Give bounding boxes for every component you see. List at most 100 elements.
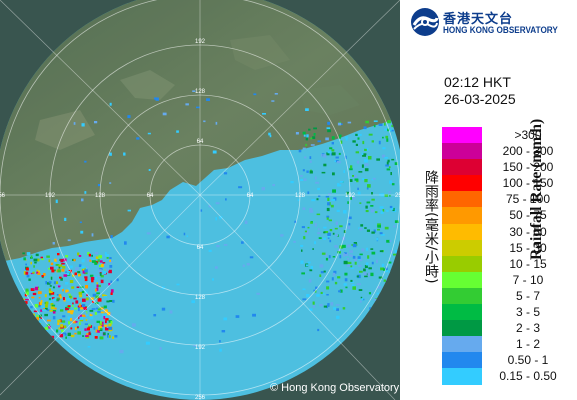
rain-echo bbox=[370, 209, 375, 213]
rain-echo bbox=[203, 120, 206, 123]
rain-echo bbox=[358, 171, 363, 173]
rain-echo bbox=[66, 330, 70, 334]
rain-echo bbox=[305, 143, 307, 147]
rain-echo bbox=[361, 164, 364, 168]
rain-echo bbox=[388, 166, 391, 168]
rain-echo bbox=[349, 197, 352, 200]
rain-echo bbox=[326, 217, 329, 220]
rain-echo bbox=[326, 280, 330, 283]
rain-echo bbox=[349, 254, 353, 257]
rain-echo bbox=[67, 316, 70, 320]
rain-echo bbox=[82, 269, 85, 271]
rain-echo bbox=[388, 261, 392, 264]
rain-echo bbox=[391, 158, 395, 161]
rain-echo bbox=[309, 160, 312, 163]
rain-echo bbox=[335, 234, 339, 237]
rain-echo bbox=[57, 319, 61, 323]
rain-echo bbox=[315, 286, 318, 290]
rain-echo bbox=[360, 300, 362, 303]
rain-echo bbox=[347, 258, 350, 260]
rain-echo bbox=[354, 257, 358, 261]
rain-echo bbox=[386, 239, 390, 243]
rain-echo bbox=[307, 226, 310, 229]
rain-echo bbox=[351, 244, 354, 246]
legend-swatch bbox=[442, 352, 482, 369]
rain-echo bbox=[36, 314, 39, 318]
rain-echo bbox=[50, 266, 54, 270]
legend-swatch bbox=[442, 336, 482, 353]
rain-echo bbox=[90, 297, 94, 300]
rain-echo bbox=[103, 332, 106, 336]
rain-echo bbox=[89, 259, 92, 262]
rain-echo bbox=[366, 247, 369, 251]
rain-echo bbox=[57, 322, 60, 325]
rain-echo bbox=[364, 168, 369, 172]
rain-echo bbox=[367, 255, 370, 259]
rain-echo bbox=[306, 134, 309, 138]
rain-echo bbox=[391, 124, 395, 128]
rain-echo bbox=[330, 302, 334, 306]
rain-echo bbox=[327, 197, 330, 201]
rain-echo bbox=[67, 305, 71, 307]
rain-echo bbox=[223, 172, 228, 175]
rain-echo bbox=[100, 311, 104, 314]
rain-echo bbox=[84, 306, 87, 310]
rain-echo bbox=[52, 310, 57, 312]
range-label: 64 bbox=[197, 245, 204, 251]
rain-echo bbox=[327, 303, 330, 307]
rain-echo bbox=[85, 285, 88, 289]
rain-echo bbox=[303, 236, 306, 240]
rain-echo bbox=[59, 296, 62, 299]
rain-echo bbox=[58, 265, 61, 269]
rain-echo bbox=[274, 93, 278, 95]
rain-echo bbox=[394, 220, 399, 223]
rain-echo bbox=[72, 302, 74, 305]
rain-echo bbox=[153, 314, 157, 317]
legend-label: 1 - 2 bbox=[515, 337, 540, 352]
rain-echo bbox=[40, 317, 43, 319]
rain-echo bbox=[364, 148, 367, 151]
rain-echo bbox=[323, 154, 327, 158]
rain-echo bbox=[53, 261, 56, 264]
rain-echo bbox=[52, 316, 56, 320]
legend-row: 10 - 15 bbox=[442, 255, 572, 272]
rain-echo bbox=[337, 183, 340, 187]
rain-echo bbox=[84, 278, 88, 282]
rain-echo bbox=[364, 275, 368, 278]
rain-echo bbox=[95, 256, 99, 259]
rain-echo bbox=[73, 258, 76, 262]
legend-label: 15 - 30 bbox=[509, 240, 547, 255]
rain-echo bbox=[36, 271, 40, 274]
rain-echo bbox=[99, 336, 104, 340]
rain-echo bbox=[368, 267, 372, 270]
rain-echo bbox=[329, 202, 331, 206]
rain-echo bbox=[376, 292, 379, 295]
rain-echo bbox=[252, 313, 256, 317]
rain-echo bbox=[367, 272, 371, 277]
legend-label: 2 - 3 bbox=[515, 321, 540, 336]
rain-echo bbox=[384, 194, 389, 197]
rain-echo bbox=[82, 314, 86, 317]
rain-echo bbox=[127, 115, 131, 119]
rain-echo bbox=[378, 123, 383, 126]
rain-echo bbox=[48, 298, 51, 301]
rain-echo bbox=[323, 270, 326, 273]
rain-echo bbox=[379, 250, 383, 253]
rain-echo bbox=[338, 134, 342, 137]
rain-echo bbox=[310, 137, 313, 140]
rain-echo bbox=[361, 152, 364, 155]
rain-echo bbox=[371, 192, 373, 195]
logo-chinese-name: 香港天文台 bbox=[443, 12, 514, 27]
rain-echo bbox=[332, 172, 335, 176]
rain-echo bbox=[321, 154, 323, 157]
rain-echo bbox=[65, 261, 68, 264]
rain-echo bbox=[81, 123, 85, 127]
rain-echo bbox=[183, 232, 186, 236]
rain-echo bbox=[390, 172, 392, 176]
range-label: 128 bbox=[95, 193, 106, 199]
rain-echo bbox=[318, 237, 322, 239]
rain-echo bbox=[334, 160, 336, 162]
rain-echo bbox=[335, 304, 340, 306]
rain-echo bbox=[261, 187, 265, 191]
rain-echo bbox=[104, 252, 107, 255]
